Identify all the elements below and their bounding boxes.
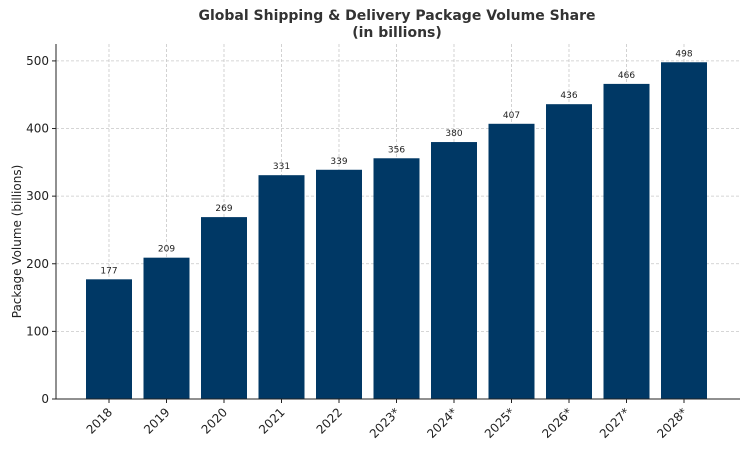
x-tick-label: 2025* xyxy=(482,405,518,441)
data-label: 356 xyxy=(388,145,405,155)
y-tick-label: 100 xyxy=(26,324,49,338)
x-tick-label: 2022 xyxy=(314,405,345,436)
bar xyxy=(143,257,190,399)
y-tick-label: 500 xyxy=(26,54,49,68)
x-tick-label: 2023* xyxy=(367,405,403,441)
bar xyxy=(86,279,132,399)
data-label: 380 xyxy=(445,129,462,139)
bar xyxy=(546,104,592,399)
data-label: 209 xyxy=(158,245,175,255)
chart-title-main: Global Shipping & Delivery Package Volum… xyxy=(198,8,596,24)
x-tick-label: 2026* xyxy=(539,405,575,441)
y-tick-label: 400 xyxy=(26,122,49,136)
bar xyxy=(316,169,362,399)
data-label: 339 xyxy=(330,157,347,167)
y-tick-label: 0 xyxy=(41,392,49,406)
data-label: 498 xyxy=(675,49,692,59)
chart-title: Global Shipping & Delivery Package Volum… xyxy=(0,8,750,42)
bar xyxy=(603,83,650,400)
data-label: 177 xyxy=(100,266,117,276)
x-tick-label: 2018 xyxy=(84,405,115,436)
y-tick-label: 300 xyxy=(26,189,49,203)
y-tick-label: 200 xyxy=(26,257,49,271)
data-label: 407 xyxy=(503,111,520,121)
bar xyxy=(201,217,247,399)
bar xyxy=(661,62,707,399)
x-tick-label: 2019 xyxy=(141,405,172,436)
x-tick-label: 2028* xyxy=(654,405,690,441)
data-label: 331 xyxy=(273,162,290,172)
bar xyxy=(488,123,535,400)
bar xyxy=(431,142,477,400)
data-label: 466 xyxy=(618,71,635,81)
data-label: 436 xyxy=(560,91,577,101)
data-label: 269 xyxy=(215,204,232,214)
x-tick-label: 2024* xyxy=(424,405,460,441)
x-tick-label: 2021 xyxy=(256,405,287,436)
bar xyxy=(373,158,420,399)
y-axis-label: Package Volume (billions) xyxy=(10,165,24,319)
data-labels: 177 209 269 331 339 356 380 407 436 466 498 xyxy=(100,49,692,276)
x-tick-label: 2020 xyxy=(199,405,230,436)
bar xyxy=(258,175,305,399)
chart-subtitle: (in billions) xyxy=(352,25,442,41)
x-tick-label: 2027* xyxy=(597,405,633,441)
bar-series xyxy=(86,62,707,400)
